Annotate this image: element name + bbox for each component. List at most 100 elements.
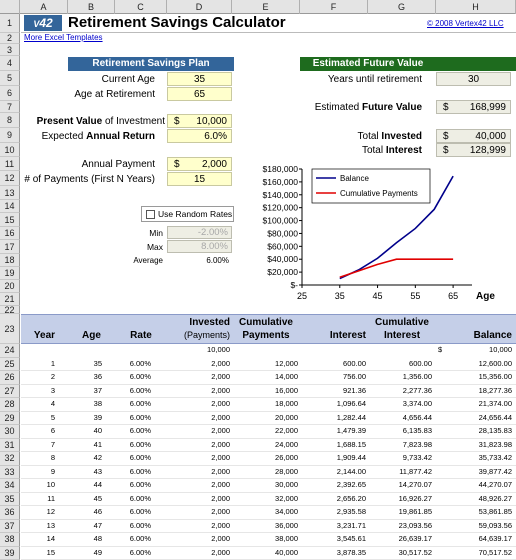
row-header[interactable]: 7 <box>0 101 20 113</box>
present-value-label: Present Value of Investment <box>23 116 165 127</box>
row-header[interactable]: 19 <box>0 267 20 280</box>
row-header[interactable]: 30 <box>0 425 20 439</box>
column-header-e[interactable]: E <box>232 0 300 14</box>
vertex42-logo[interactable]: V42 <box>24 15 62 31</box>
header-interest: Interest <box>300 330 366 341</box>
cell-balance: 59,093.56 <box>436 520 512 532</box>
random-rates-checkbox[interactable] <box>146 210 155 219</box>
row-header[interactable]: 5 <box>0 71 20 86</box>
row-header[interactable]: 39 <box>0 547 20 560</box>
row-header[interactable]: 27 <box>0 385 20 399</box>
column-header-c[interactable]: C <box>115 0 167 14</box>
total-interest-label-pre: Total <box>362 145 386 156</box>
row-header[interactable]: 28 <box>0 398 20 412</box>
cell-cumulative-payments: 26,000 <box>232 452 298 464</box>
row-header[interactable]: 26 <box>0 371 20 385</box>
cell-balance: 53,861.85 <box>436 506 512 518</box>
min-rate-input[interactable]: -2.00% <box>167 226 232 239</box>
row-header[interactable]: 17 <box>0 240 20 254</box>
future-value-label: Estimated Future Value <box>290 102 422 113</box>
cell-invested: 2,000 <box>167 358 230 370</box>
x-tick-label: 25 <box>297 291 307 301</box>
row-header[interactable]: 33 <box>0 466 20 480</box>
column-header-d[interactable]: D <box>167 0 232 14</box>
header-cumulative-payments: Cumulative <box>232 317 300 328</box>
max-label: Max <box>115 242 163 252</box>
row-header[interactable]: 9 <box>0 128 20 143</box>
row-header[interactable]: 10 <box>0 143 20 157</box>
row-header[interactable]: 13 <box>0 186 20 200</box>
more-templates-link[interactable]: More Excel Templates <box>24 33 103 42</box>
min-label: Min <box>115 228 163 238</box>
cell-year: 11 <box>21 493 55 505</box>
row-header[interactable]: 4 <box>0 56 20 71</box>
row-header[interactable]: 1 <box>0 14 20 33</box>
currency-symbol: $ <box>174 115 180 128</box>
column-header-a[interactable]: A <box>20 0 68 14</box>
row-header[interactable]: 35 <box>0 493 20 507</box>
present-value-input[interactable]: $10,000 <box>167 114 232 128</box>
y-tick-label: $- <box>290 280 298 290</box>
total-interest-value: 128,999 <box>470 144 506 157</box>
retire-age-input[interactable]: 65 <box>167 87 232 101</box>
row-header[interactable]: 24 <box>0 344 20 358</box>
x-tick-label: 55 <box>410 291 420 301</box>
cell-age: 44 <box>68 479 102 491</box>
column-header-f[interactable]: F <box>300 0 368 14</box>
random-rates-label: Use Random Rates <box>158 209 232 219</box>
currency-symbol: $ <box>443 144 449 157</box>
cell-cumulative-interest: 1,356.00 <box>368 371 432 383</box>
cell-balance: 12,600.00 <box>436 358 512 370</box>
row-header[interactable]: 29 <box>0 412 20 426</box>
annual-return-label-pre: Expected <box>42 131 86 142</box>
balance-chart[interactable]: $-$20,000$40,000$60,000$80,000$100,000$1… <box>240 163 516 313</box>
row-header[interactable]: 38 <box>0 533 20 547</box>
cell-rate: 6.00% <box>115 425 151 437</box>
annual-return-input[interactable]: 6.0% <box>167 129 232 143</box>
row-header[interactable]: 16 <box>0 227 20 240</box>
row-header[interactable]: 25 <box>0 358 20 372</box>
cell-balance: 44,270.07 <box>436 479 512 491</box>
row-header[interactable]: 31 <box>0 439 20 453</box>
x-tick-label: 35 <box>335 291 345 301</box>
column-header-h[interactable]: H <box>436 0 516 14</box>
future-value-label-pre: Estimated <box>315 102 362 113</box>
column-header-g[interactable]: G <box>368 0 436 14</box>
column-header-b[interactable]: B <box>68 0 115 14</box>
row-header[interactable]: 11 <box>0 157 20 171</box>
row-header[interactable]: 18 <box>0 254 20 267</box>
row-header[interactable]: 12 <box>0 171 20 186</box>
select-all-corner[interactable] <box>0 0 20 14</box>
current-age-input[interactable]: 35 <box>167 72 232 86</box>
row-header[interactable]: 20 <box>0 280 20 293</box>
row-header[interactable]: 15 <box>0 213 20 227</box>
row-header[interactable]: 3 <box>0 44 20 56</box>
cell-age: 39 <box>68 412 102 424</box>
total-invested-output: $40,000 <box>436 129 511 143</box>
total-interest-label-bold: Interest <box>386 145 422 156</box>
cell-year: 6 <box>21 425 55 437</box>
y-tick-label: $120,000 <box>263 203 299 213</box>
row-header[interactable]: 37 <box>0 520 20 534</box>
row-header[interactable]: 34 <box>0 479 20 493</box>
row-header[interactable]: 6 <box>0 86 20 101</box>
cell-year: 12 <box>21 506 55 518</box>
cell-rate: 6.00% <box>115 398 151 410</box>
row-header[interactable]: 8 <box>0 113 20 128</box>
cell-cumulative-interest: 7,823.98 <box>368 439 432 451</box>
copyright-link[interactable]: © 2008 Vertex42 LLC <box>427 19 504 28</box>
row-header[interactable]: 22 <box>0 306 20 314</box>
row-header[interactable]: 36 <box>0 506 20 520</box>
annual-return-label: Expected Annual Return <box>30 131 155 142</box>
legend-label: Balance <box>340 174 369 183</box>
row-header[interactable]: 14 <box>0 200 20 213</box>
row-header[interactable]: 2 <box>0 33 20 44</box>
cell-age: 43 <box>68 466 102 478</box>
row-header[interactable]: 32 <box>0 452 20 466</box>
max-rate-input[interactable]: 8.00% <box>167 240 232 253</box>
row-header[interactable]: 23 <box>0 314 20 344</box>
cell-balance: 39,877.42 <box>436 466 512 478</box>
num-payments-input[interactable]: 15 <box>167 172 232 186</box>
cell-invested: 2,000 <box>167 547 230 559</box>
annual-payment-input[interactable]: $2,000 <box>167 157 232 171</box>
